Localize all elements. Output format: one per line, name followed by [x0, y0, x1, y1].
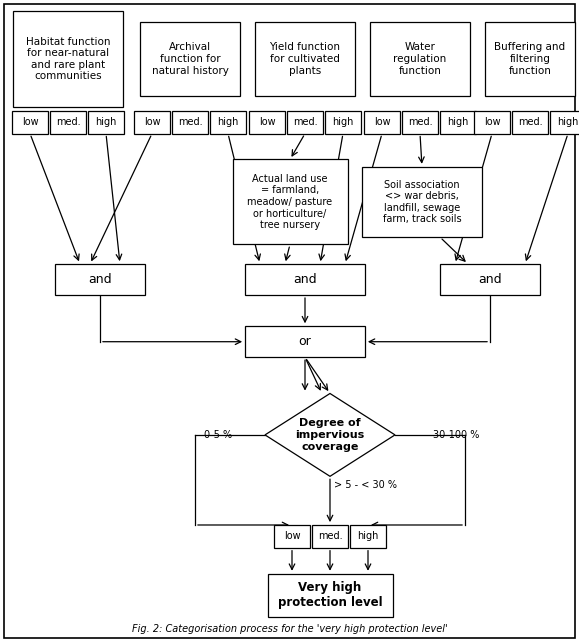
Text: low: low: [373, 117, 390, 127]
Bar: [287, 111, 323, 134]
Text: Archival
function for
natural history: Archival function for natural history: [152, 42, 229, 76]
Text: low: low: [259, 117, 275, 127]
Bar: [474, 111, 510, 134]
Polygon shape: [265, 394, 395, 476]
Text: low: low: [21, 117, 38, 127]
Text: high: high: [96, 117, 117, 127]
Text: med.: med.: [518, 117, 543, 127]
Bar: [512, 111, 548, 134]
Bar: [440, 111, 476, 134]
Text: or: or: [299, 335, 312, 348]
Bar: [550, 111, 579, 134]
Bar: [140, 22, 240, 96]
Bar: [210, 111, 246, 134]
Text: med.: med.: [178, 117, 202, 127]
Text: and: and: [478, 273, 502, 286]
Bar: [267, 574, 393, 617]
Text: med.: med.: [318, 532, 342, 541]
Text: high: high: [357, 532, 379, 541]
Text: high: high: [558, 117, 578, 127]
Bar: [134, 111, 170, 134]
Bar: [55, 264, 145, 295]
Text: med.: med.: [56, 117, 80, 127]
Bar: [402, 111, 438, 134]
Text: Actual land use
= farmland,
meadow/ pasture
or horticulture/
tree nursery: Actual land use = farmland, meadow/ past…: [247, 174, 332, 230]
Bar: [350, 525, 386, 548]
Bar: [364, 111, 400, 134]
Text: Fig. 2: Categorisation process for the 'very high protection level': Fig. 2: Categorisation process for the '…: [131, 624, 448, 634]
Bar: [12, 111, 48, 134]
Text: high: high: [448, 117, 468, 127]
Bar: [50, 111, 86, 134]
Bar: [245, 264, 365, 295]
Text: Buffering and
filtering
function: Buffering and filtering function: [494, 42, 566, 76]
Bar: [172, 111, 208, 134]
Text: low: low: [284, 532, 301, 541]
Bar: [249, 111, 285, 134]
Bar: [312, 525, 348, 548]
Bar: [274, 525, 310, 548]
Text: Water
regulation
function: Water regulation function: [393, 42, 446, 76]
Text: Soil association
<> war debris,
landfill, sewage
farm, track soils: Soil association <> war debris, landfill…: [383, 180, 461, 224]
Bar: [485, 22, 575, 96]
Bar: [255, 22, 355, 96]
Text: Habitat function
for near-natural
and rare plant
communities: Habitat function for near-natural and ra…: [25, 37, 110, 82]
Text: Degree of
impervious
coverage: Degree of impervious coverage: [295, 419, 365, 451]
Text: Very high
protection level: Very high protection level: [278, 582, 382, 609]
Bar: [233, 159, 347, 245]
Bar: [13, 12, 123, 107]
Text: and: and: [293, 273, 317, 286]
Text: high: high: [217, 117, 239, 127]
Text: 30-100 %: 30-100 %: [433, 430, 479, 440]
Bar: [440, 264, 540, 295]
Text: med.: med.: [408, 117, 433, 127]
Bar: [88, 111, 124, 134]
Text: high: high: [332, 117, 354, 127]
Text: low: low: [144, 117, 160, 127]
Text: and: and: [88, 273, 112, 286]
Bar: [370, 22, 470, 96]
Bar: [362, 167, 482, 237]
Text: med.: med.: [293, 117, 317, 127]
Text: 0-5 %: 0-5 %: [204, 430, 232, 440]
Text: low: low: [483, 117, 500, 127]
Text: > 5 - < 30 %: > 5 - < 30 %: [334, 480, 397, 490]
Text: Yield function
for cultivated
plants: Yield function for cultivated plants: [269, 42, 340, 76]
Bar: [245, 326, 365, 357]
Bar: [325, 111, 361, 134]
